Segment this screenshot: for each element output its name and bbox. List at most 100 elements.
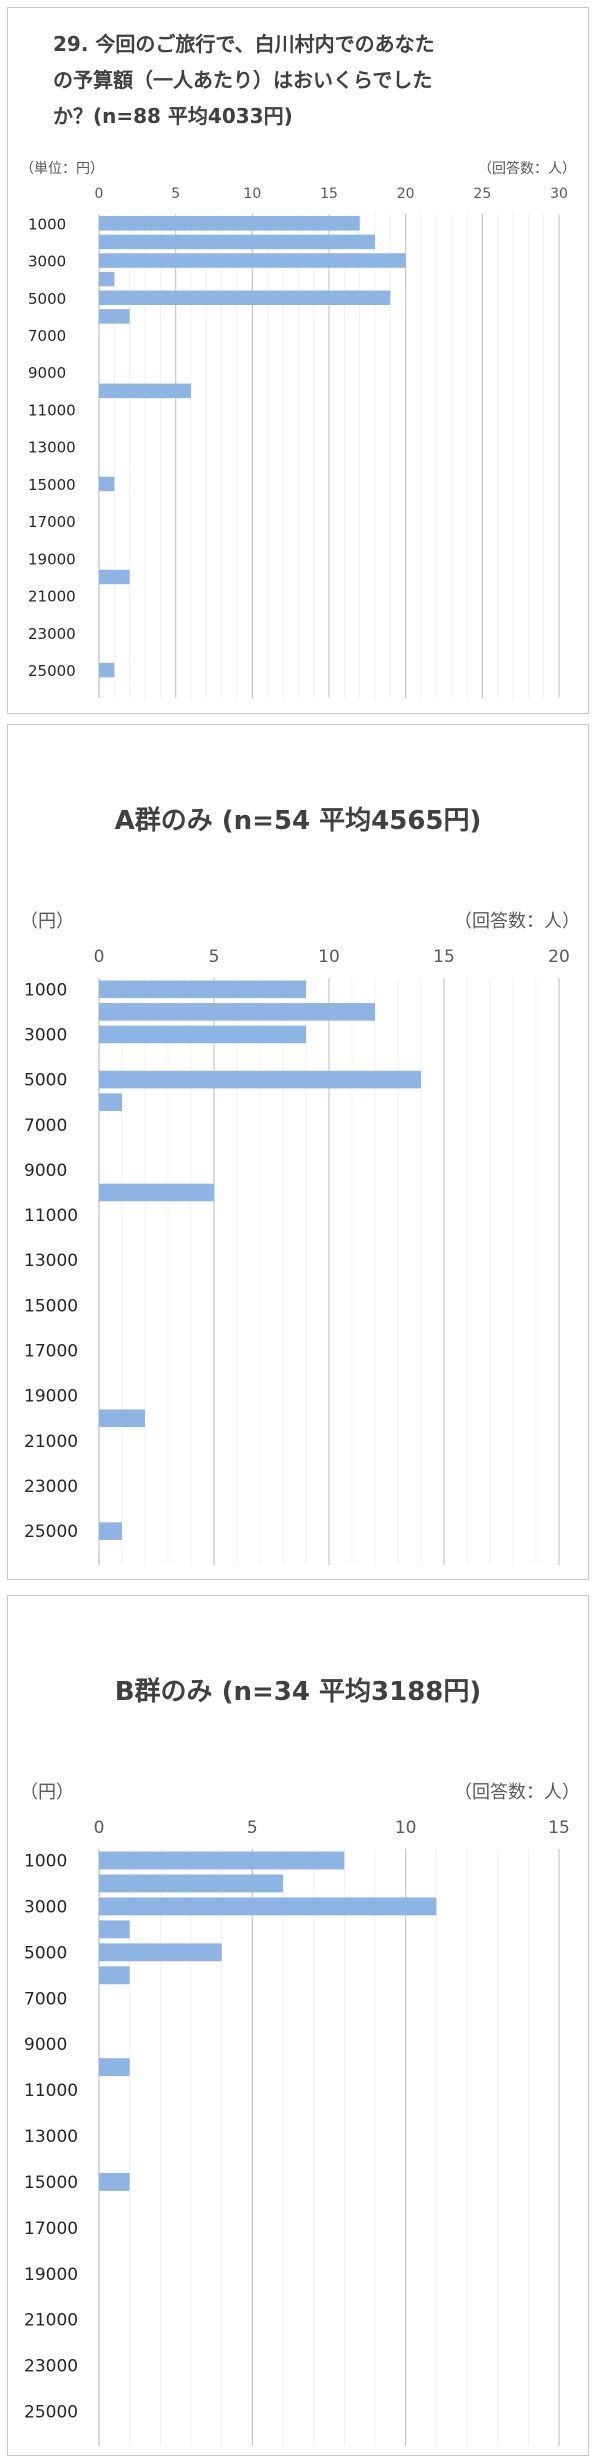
y-tick-label: 13000 — [24, 1251, 78, 1271]
bar-4000 — [99, 271, 115, 287]
chart-title: 29. 今回のご旅行で、白川村内でのあなた の予算額（一人あたり）はおいくらでし… — [53, 26, 435, 134]
y-tick-label: 15000 — [24, 2173, 78, 2193]
x-tick-label: 25 — [473, 186, 491, 202]
y-tick-label: 5000 — [24, 1943, 67, 1963]
bar-4000 — [99, 1920, 130, 1939]
bar-6000 — [99, 1966, 130, 1985]
y-tick-label: 19000 — [24, 1387, 78, 1407]
bar-chart-group-a: 0 5 10 15 20 1000 3000 5000 7000 9000 11000 13000 15… — [24, 947, 570, 1565]
bar-10000 — [99, 2058, 130, 2077]
bar-3000 — [99, 1025, 306, 1044]
y-tick-label: 15000 — [24, 1296, 78, 1316]
bar-1000 — [99, 980, 306, 999]
y-tick-label: 9000 — [24, 1161, 67, 1181]
x-tick-label: 0 — [94, 947, 105, 967]
y-tick-label: 3000 — [24, 1025, 67, 1045]
response-count-label: （回答数：人） — [454, 911, 580, 932]
x-tick-label: 0 — [94, 1818, 105, 1838]
y-tick-label: 23000 — [28, 625, 76, 643]
unit-label: （円） — [20, 911, 74, 932]
x-tick-label: 20 — [397, 186, 415, 202]
title-line-1: A群のみ (n=54 平均4565円) — [114, 806, 482, 836]
title-line-2: の予算額（一人あたり）はおいくらでした — [53, 68, 433, 92]
y-tick-label: 9000 — [24, 2035, 67, 2055]
y-tick-label: 23000 — [24, 2357, 78, 2377]
bar-1000 — [99, 216, 360, 231]
x-tick-label: 15 — [433, 947, 455, 967]
y-tick-label: 21000 — [24, 1432, 78, 1452]
x-tick-label: 10 — [243, 186, 261, 202]
bar-15000 — [99, 2172, 130, 2191]
y-tick-label: 19000 — [28, 550, 76, 568]
x-tick-label: 10 — [318, 947, 340, 967]
bar-25000 — [99, 1522, 122, 1540]
y-tick-label: 13000 — [28, 439, 76, 457]
bar-3000 — [99, 1897, 437, 1916]
title-line-3: か？(n=88 平均4033円) — [53, 104, 293, 128]
bar-5000 — [99, 1943, 222, 1962]
chart-panel-group-b: B群のみ (n=34 平均3188円) （円） （回答数：人） 0 5 10 15 10… — [7, 1595, 589, 2456]
title-line-1: 29. 今回のご旅行で、白川村内でのあなた — [53, 32, 435, 56]
y-tick-label: 1000 — [28, 215, 66, 233]
x-tick-label: 20 — [548, 947, 570, 967]
y-tick-label: 9000 — [28, 364, 66, 382]
y-tick-label: 11000 — [24, 1206, 78, 1226]
bar-chart-group-b: 0 5 10 15 1000 3000 5000 7000 9000 11000 13000 1500… — [24, 1818, 570, 2446]
y-tick-label: 17000 — [24, 1342, 78, 1362]
y-tick-label: 7000 — [28, 327, 66, 345]
y-tick-label: 11000 — [28, 401, 76, 419]
y-tick-label: 1000 — [24, 1851, 67, 1871]
y-tick-label: 17000 — [28, 513, 76, 531]
x-tick-label: 5 — [171, 186, 180, 202]
bar-2000 — [99, 1003, 375, 1021]
y-tick-label: 21000 — [24, 2311, 78, 2331]
y-tick-label: 7000 — [24, 1989, 67, 2009]
bar-2000 — [99, 1874, 283, 1893]
bar-10000 — [99, 383, 191, 399]
y-tick-label: 19000 — [24, 2265, 78, 2285]
bar-5000 — [99, 290, 391, 306]
title-line-1: B群のみ (n=34 平均3188円) — [114, 1677, 482, 1707]
bar-2000 — [99, 234, 375, 250]
x-tick-label: 5 — [247, 1818, 258, 1838]
y-tick-label: 3000 — [24, 1897, 67, 1917]
x-tick-label: 10 — [395, 1818, 417, 1838]
y-tick-label: 5000 — [28, 290, 66, 308]
x-tick-label: 15 — [320, 186, 338, 202]
x-tick-label: 0 — [95, 186, 104, 202]
response-count-label: （回答数：人） — [478, 161, 576, 177]
bar-20000 — [99, 569, 130, 585]
x-tick-label: 5 — [209, 947, 220, 967]
y-tick-label: 25000 — [24, 2403, 78, 2423]
chart-panel-overall: 29. 今回のご旅行で、白川村内でのあなた の予算額（一人あたり）はおいくらでし… — [7, 7, 589, 714]
bar-10000 — [99, 1183, 214, 1202]
y-tick-label: 25000 — [28, 662, 76, 680]
y-tick-label: 7000 — [24, 1116, 67, 1136]
bar-15000 — [99, 476, 115, 492]
bar-1000 — [99, 1851, 345, 1870]
y-tick-label: 11000 — [24, 2081, 78, 2101]
y-tick-label: 13000 — [24, 2127, 78, 2147]
chart-title: A群のみ (n=54 平均4565円) — [8, 803, 588, 839]
chart-panel-group-a: A群のみ (n=54 平均4565円) （円） （回答数：人） 0 5 10 15 20… — [7, 724, 589, 1580]
bar-20000 — [99, 1409, 145, 1428]
bar-6000 — [99, 309, 130, 324]
y-tick-label: 17000 — [24, 2219, 78, 2239]
bar-chart-overall: 0 5 10 15 20 25 30 1000 3000 5000 7000 9000 11000 130… — [28, 186, 568, 698]
y-tick-label: 1000 — [24, 980, 67, 1000]
unit-label: （円） — [20, 1782, 74, 1803]
response-count-label: （回答数：人） — [454, 1782, 580, 1803]
y-tick-label: 23000 — [24, 1477, 78, 1497]
y-tick-label: 25000 — [24, 1522, 78, 1542]
chart-title: B群のみ (n=34 平均3188円) — [8, 1674, 588, 1710]
bar-6000 — [99, 1093, 122, 1111]
x-tick-label: 15 — [548, 1818, 570, 1838]
y-tick-label: 5000 — [24, 1071, 67, 1091]
x-tick-label: 30 — [550, 186, 568, 202]
y-tick-label: 15000 — [28, 476, 76, 494]
y-tick-label: 21000 — [28, 588, 76, 606]
bar-5000 — [99, 1070, 421, 1089]
y-tick-label: 3000 — [28, 253, 66, 271]
unit-label: （単位：円） — [20, 161, 104, 177]
bar-25000 — [99, 662, 115, 678]
